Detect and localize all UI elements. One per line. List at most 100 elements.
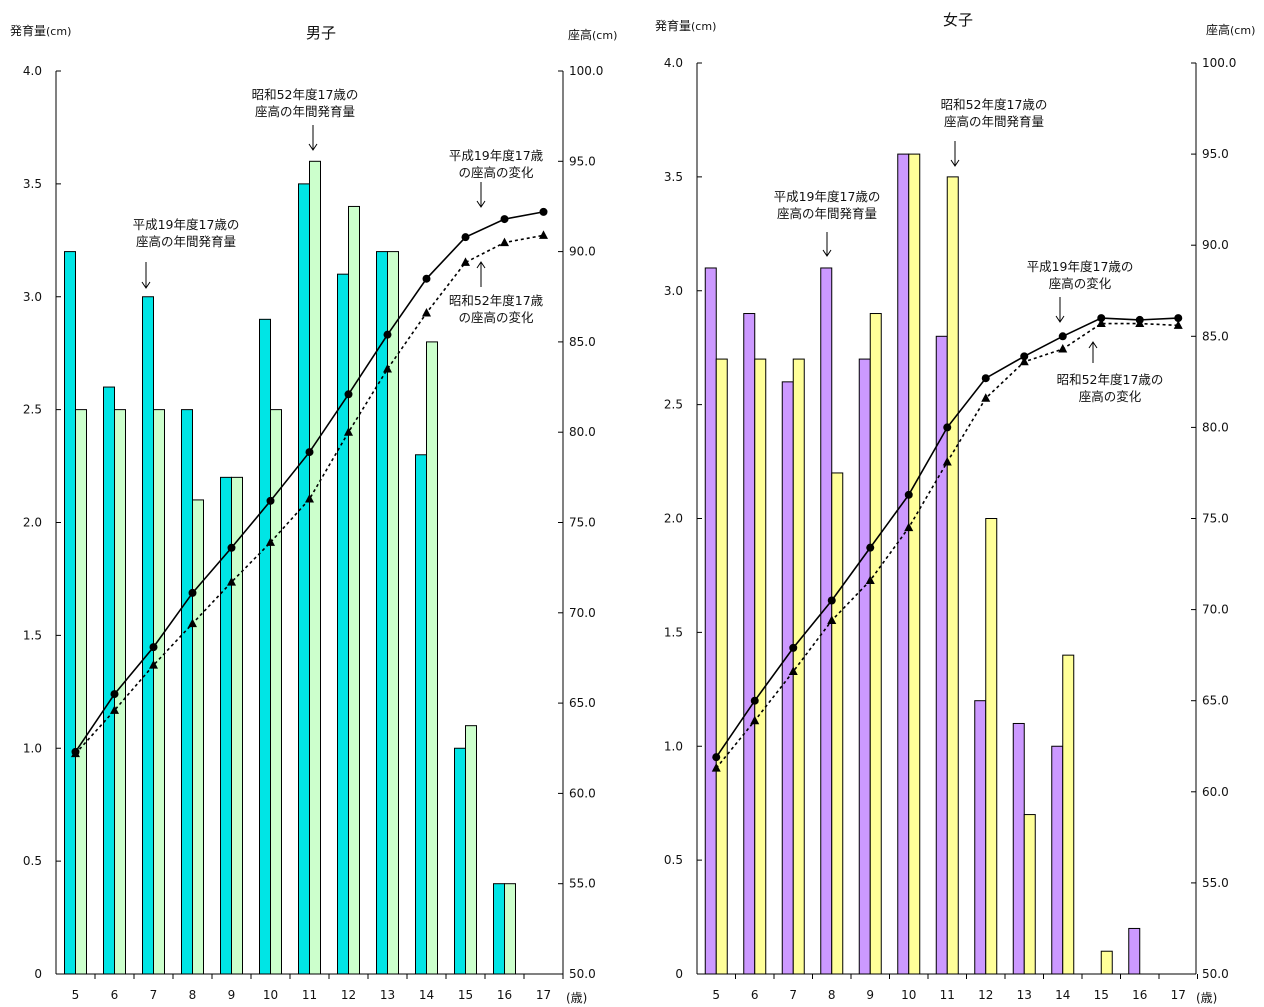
left-tick-label: 1.5 bbox=[664, 625, 683, 639]
x-tick-label: 13 bbox=[1017, 988, 1032, 1002]
x-axis-unit-label: (歳) bbox=[566, 991, 587, 1005]
bar-h19-10 bbox=[897, 153, 910, 975]
left-tick-label: 0 bbox=[34, 967, 42, 981]
right-tick-label: 75.0 bbox=[1202, 512, 1229, 526]
x-tick-label: 16 bbox=[497, 988, 512, 1002]
right-tick-label: 65.0 bbox=[569, 696, 596, 710]
left-tick-label: 3.5 bbox=[23, 177, 42, 191]
x-tick-label: 5 bbox=[72, 988, 80, 1002]
point-s52-7 bbox=[149, 660, 158, 669]
left-tick-label: 0.5 bbox=[664, 853, 683, 867]
left-tick-label: 1.0 bbox=[664, 739, 683, 753]
point-s52-17 bbox=[1173, 320, 1183, 329]
right-tick-label: 95.0 bbox=[1202, 147, 1229, 161]
bar-h19-13 bbox=[1012, 722, 1025, 975]
right-tick-label: 50.0 bbox=[1202, 967, 1229, 981]
annotation-arrowhead bbox=[822, 249, 832, 257]
bar-s52-15 bbox=[465, 725, 477, 975]
point-h19-6 bbox=[750, 696, 759, 705]
right-tick-label: 55.0 bbox=[1202, 876, 1229, 890]
point-h19-10 bbox=[904, 490, 913, 499]
bar-s52-5 bbox=[715, 358, 728, 975]
point-h19-8 bbox=[827, 596, 836, 605]
left-tick-label: 4.0 bbox=[664, 56, 683, 70]
point-h19-17 bbox=[539, 207, 548, 216]
left-tick-label: 0.5 bbox=[23, 854, 42, 868]
bar-h19-6 bbox=[743, 313, 756, 975]
point-h19-11 bbox=[943, 423, 952, 432]
x-tick-label: 7 bbox=[789, 988, 797, 1002]
bar-s52-12 bbox=[348, 205, 360, 975]
point-h19-10 bbox=[266, 496, 275, 505]
annotation-text: 座高の変化 bbox=[1049, 276, 1112, 291]
point-h19-15 bbox=[461, 233, 470, 242]
right-tick-label: 100.0 bbox=[1202, 56, 1236, 70]
right-axis-unit: (cm) bbox=[592, 29, 617, 42]
bar-h19-7 bbox=[142, 296, 154, 975]
bar-h19-11 bbox=[935, 335, 948, 975]
point-h19-15 bbox=[1097, 314, 1106, 323]
x-tick-label: 10 bbox=[263, 988, 278, 1002]
x-tick-label: 15 bbox=[1094, 988, 1109, 1002]
x-tick-label: 9 bbox=[228, 988, 236, 1002]
bar-s52-7 bbox=[792, 358, 805, 975]
bar-s52-9 bbox=[231, 476, 243, 975]
point-s52-6 bbox=[750, 715, 760, 725]
right-tick-label: 55.0 bbox=[569, 877, 596, 891]
annotation-text: 座高の年間発育量 bbox=[944, 114, 1044, 129]
x-tick-label: 6 bbox=[751, 988, 759, 1002]
point-s52-11 bbox=[305, 494, 314, 503]
bar-h19-13 bbox=[376, 251, 388, 975]
left-tick-label: 1.5 bbox=[23, 628, 42, 642]
point-h19-17 bbox=[1174, 314, 1183, 323]
right-axis-label-text: 座高 bbox=[568, 27, 592, 42]
x-tick-label: 17 bbox=[536, 988, 551, 1002]
annotation-text: 座高の年間発育量 bbox=[136, 234, 236, 249]
annotation-text: 座高の年間発育量 bbox=[777, 206, 877, 221]
bar-h19-12 bbox=[974, 700, 987, 975]
bar-h19-5 bbox=[704, 267, 717, 975]
point-h19-8 bbox=[188, 588, 197, 597]
left-axis-label: 発育量(cm) bbox=[10, 23, 71, 38]
right-tick-label: 50.0 bbox=[569, 967, 596, 981]
left-tick-label: 4.0 bbox=[23, 64, 42, 78]
annotation-text: 昭和52年度17歳の bbox=[941, 97, 1048, 112]
right-axis-label: 座高(cm) bbox=[568, 27, 617, 42]
left-axis-unit: (cm) bbox=[46, 25, 71, 38]
annotation-text: の座高の変化 bbox=[458, 310, 534, 325]
left-tick-label: 2.5 bbox=[23, 403, 42, 417]
annotation-arrowhead bbox=[1055, 315, 1065, 323]
x-tick-label: 6 bbox=[111, 988, 119, 1002]
right-tick-label: 60.0 bbox=[569, 786, 596, 800]
annotation-arrowhead bbox=[476, 200, 486, 208]
bar-s52-11 bbox=[309, 160, 321, 975]
annotation-text: 平成19年度17歳の bbox=[774, 189, 881, 204]
annotation-text: 座高の年間発育量 bbox=[255, 104, 355, 119]
chart-title: 女子 bbox=[943, 11, 973, 29]
point-h19-12 bbox=[981, 374, 990, 383]
right-tick-label: 60.0 bbox=[1202, 785, 1229, 799]
point-h19-12 bbox=[344, 390, 353, 399]
point-h19-5 bbox=[712, 753, 721, 762]
point-s52-7 bbox=[788, 666, 798, 676]
right-tick-label: 80.0 bbox=[569, 425, 596, 439]
left-tick-label: 3.5 bbox=[664, 170, 683, 184]
right-tick-label: 85.0 bbox=[1202, 329, 1229, 343]
x-tick-label: 12 bbox=[341, 988, 356, 1002]
bar-s52-6 bbox=[754, 358, 767, 975]
point-s52-5 bbox=[71, 748, 80, 758]
x-tick-label: 13 bbox=[380, 988, 395, 1002]
bar-h19-5 bbox=[64, 251, 76, 975]
point-s52-14 bbox=[1058, 344, 1068, 353]
x-tick-label: 8 bbox=[828, 988, 836, 1002]
bar-h19-9 bbox=[858, 358, 871, 975]
annotation-arrowhead bbox=[1088, 341, 1098, 349]
bar-s52-13 bbox=[1023, 814, 1036, 975]
right-tick-label: 80.0 bbox=[1202, 420, 1229, 434]
point-h19-16 bbox=[500, 215, 509, 224]
point-h19-7 bbox=[149, 643, 158, 652]
annotation-text: 昭和52年度17歳 bbox=[449, 293, 544, 308]
